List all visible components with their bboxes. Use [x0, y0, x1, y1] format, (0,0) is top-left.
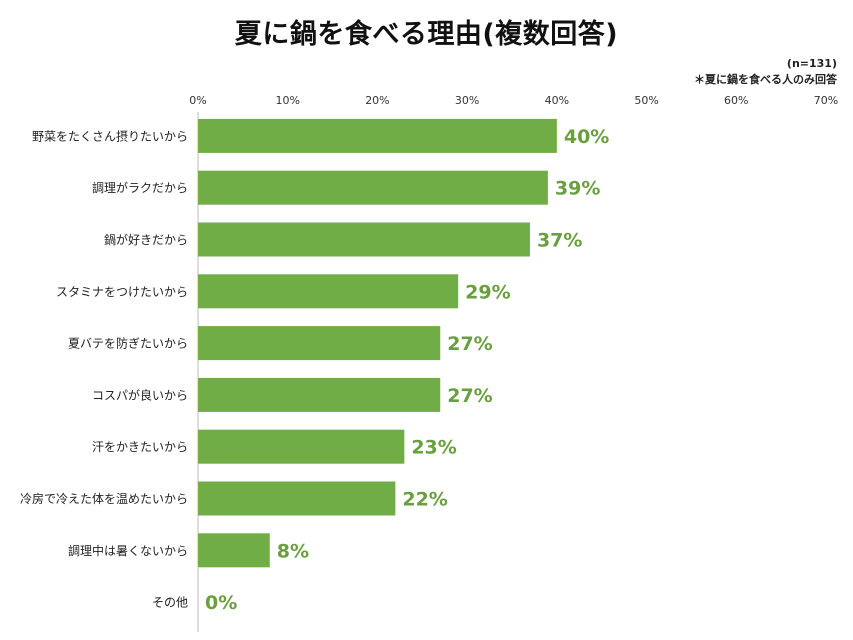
x-tick-label: 70% — [814, 94, 838, 107]
category-label: スタミナをつけたいから — [56, 285, 188, 299]
bar — [198, 481, 396, 516]
x-tick-label: 10% — [275, 94, 299, 107]
x-tick-label: 30% — [455, 94, 479, 107]
bar — [198, 326, 441, 361]
bar — [198, 222, 530, 257]
category-label: 調理がラクだから — [92, 180, 188, 195]
bar — [198, 118, 557, 153]
category-label: コスパが良いから — [92, 387, 188, 402]
x-tick-label: 60% — [724, 94, 748, 107]
data-label: 27% — [447, 333, 492, 355]
bar — [198, 170, 548, 205]
data-label: 37% — [537, 230, 582, 252]
data-label: 27% — [447, 385, 492, 407]
data-label: 8% — [277, 540, 309, 562]
category-label: 鍋が好きだから — [104, 232, 188, 247]
data-label: 23% — [411, 437, 456, 459]
bar — [198, 377, 441, 412]
respondents-note: ＊夏に鍋を食べる人のみ回答 — [694, 73, 837, 86]
category-label: 冷房で冷えた体を温めたいから — [20, 491, 188, 506]
bar — [198, 533, 270, 568]
data-label: 29% — [465, 281, 510, 303]
x-tick-label: 20% — [365, 94, 389, 107]
data-label: 39% — [555, 178, 600, 200]
category-label: 野菜をたくさん摂りたいから — [32, 128, 188, 143]
category-label: その他 — [152, 596, 188, 610]
bar — [198, 274, 459, 309]
x-tick-label: 50% — [634, 94, 658, 107]
x-tick-label: 40% — [545, 94, 569, 107]
bar — [198, 429, 405, 464]
data-label: 22% — [402, 489, 447, 511]
sample-size-note: (n=131) — [786, 57, 837, 70]
chart-title: 夏に鍋を食べる理由(複数回答) — [234, 19, 619, 50]
x-tick-label: 0% — [189, 94, 206, 107]
data-label: 0% — [205, 592, 237, 614]
category-label: 調理中は暑くないから — [68, 543, 188, 558]
category-label: 夏バテを防ぎたいから — [68, 336, 188, 351]
data-label: 40% — [564, 126, 609, 148]
category-label: 汗をかきたいから — [92, 440, 188, 454]
